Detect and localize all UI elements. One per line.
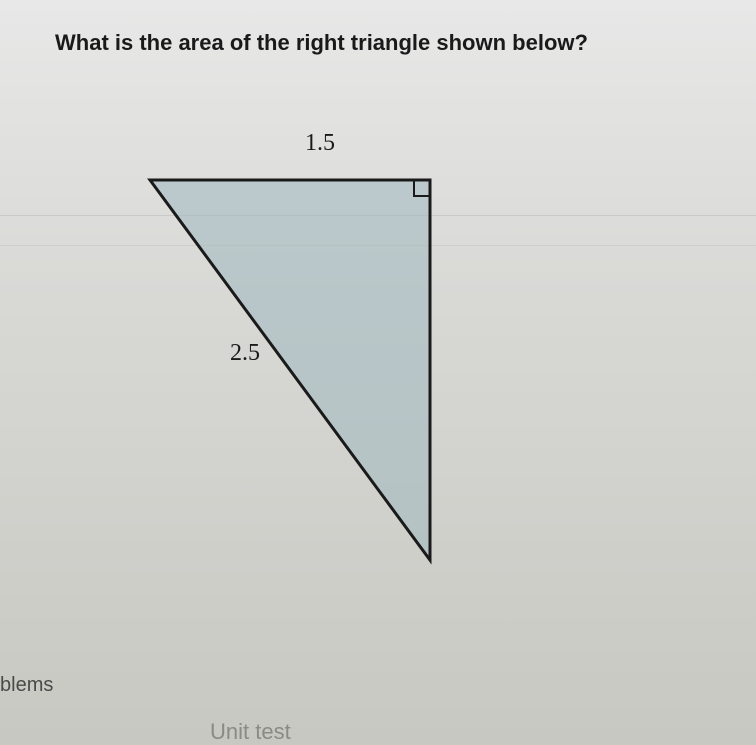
- partial-text-left: blems: [0, 674, 53, 697]
- unit-test-label: Unit test: [210, 719, 291, 745]
- triangle-svg: [140, 170, 460, 590]
- question-text: What is the area of the right triangle s…: [55, 30, 588, 56]
- triangle-shape: [150, 180, 430, 560]
- triangle-diagram: 1.5 2.5: [140, 130, 540, 610]
- top-side-label: 1.5: [305, 130, 335, 157]
